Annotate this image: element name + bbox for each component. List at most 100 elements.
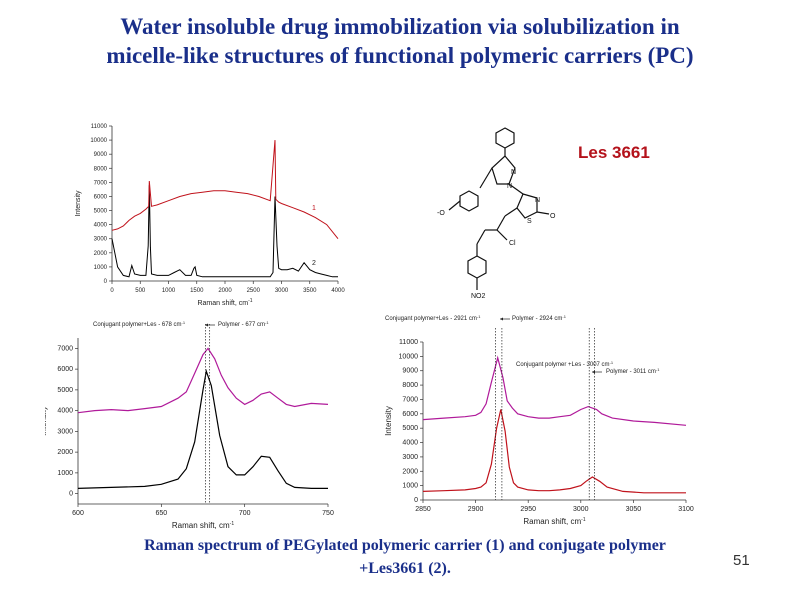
annotation-arrowhead [500, 317, 503, 321]
x-tick-label: 3000 [573, 506, 589, 513]
chart-annotation: Polymer - 677 cm-1 [218, 320, 269, 328]
series-line-1 [111, 185, 338, 278]
y-tick-label: 5000 [57, 387, 73, 394]
x-axis-label: Raman shift, cm-1 [197, 298, 252, 307]
y-tick-label: 11000 [399, 339, 418, 346]
x-tick-label: 650 [155, 510, 167, 517]
y-tick-label: 7000 [94, 180, 108, 186]
y-tick-label: 3000 [57, 428, 73, 435]
x-tick-label: 2500 [247, 288, 261, 294]
y-tick-label: 2000 [94, 251, 108, 257]
x-tick-label: 2900 [468, 506, 484, 513]
y-tick-label: 6000 [94, 194, 108, 200]
x-axis-label: Raman shift, cm-1 [172, 521, 234, 530]
y-tick-label: 0 [104, 279, 108, 285]
y-axis-label: Intensity [45, 406, 48, 436]
x-tick-label: 3000 [275, 288, 289, 294]
series-line-conjugant-polymer-les [422, 355, 687, 426]
y-tick-label: 4000 [402, 440, 418, 447]
atom-o-minus: -O [437, 210, 445, 217]
y-tick-label: 0 [69, 491, 73, 498]
y-tick-label: 5000 [402, 425, 418, 432]
annotation-superscript: -1 [477, 314, 481, 319]
chart-annotation: Conjugant polymer+Les - 678 cm-1 [93, 320, 186, 328]
slide-title-line-2: micelle-like structures of functional po… [106, 43, 694, 68]
y-tick-label: 10000 [399, 353, 419, 360]
x-tick-label: 3500 [303, 288, 317, 294]
x-axis-label-superscript: -1 [248, 298, 253, 304]
x-tick-label: 2000 [218, 288, 232, 294]
annotation-arrowhead [205, 323, 208, 327]
annotation-superscript: -1 [656, 367, 660, 372]
chemical-structure: N N N S O -O Cl NO2 [437, 127, 556, 300]
y-tick-label: 3000 [402, 454, 418, 461]
x-axis-label: Raman shift, cm-1 [523, 517, 585, 526]
y-tick-label: 1000 [57, 470, 73, 477]
caption-line-2: +Les3661 (2). [359, 560, 451, 577]
chart-annotation: Polymer - 3011 cm-1 [606, 367, 660, 375]
x-tick-label: 0 [110, 288, 114, 294]
y-tick-label: 2000 [57, 449, 73, 456]
chart-annotation: 1 [312, 205, 316, 212]
y-tick-label: 2000 [402, 468, 418, 475]
annotation-arrowhead [592, 370, 595, 374]
chart-annotation: Conjugant polymer+Les - 2921 cm-1 [385, 314, 481, 322]
caption-line-1: Raman spectrum of PEGylated polymeric ca… [144, 537, 666, 554]
x-tick-label: 1500 [190, 288, 204, 294]
raman-ch-region-chart: 2850 2900 2950 3000 3050 3100 0 1000 2000 3000 400… [384, 314, 694, 526]
y-tick-label: 5000 [94, 209, 108, 215]
x-tick-label: 3050 [626, 506, 642, 513]
atom-o: O [550, 213, 556, 220]
y-tick-label: 6000 [57, 366, 73, 373]
chart-annotation: 2 [312, 260, 316, 267]
x-tick-label: 700 [239, 510, 251, 517]
series-line-2 [111, 140, 339, 240]
y-tick-label: 4000 [57, 408, 73, 415]
y-tick-label: 8000 [94, 166, 108, 172]
x-axis-label-superscript: -1 [230, 521, 235, 527]
y-axis-label: Intensity [384, 406, 393, 436]
x-tick-label: 500 [135, 288, 146, 294]
y-tick-label: 6000 [402, 411, 418, 418]
atom-no2: NO2 [471, 293, 486, 300]
raman-full-spectrum-chart: 0 500 1000 1500 2000 2500 3000 3500 4000 0 1000 200… [75, 124, 345, 307]
series-line-conjugant-polymer-les [77, 347, 329, 414]
annotation-superscript: -1 [182, 320, 186, 325]
x-tick-label: 2850 [415, 506, 431, 513]
y-tick-label: 9000 [402, 368, 418, 375]
y-tick-label: 9000 [94, 152, 108, 158]
atom-cl: Cl [509, 240, 516, 247]
series-line-polymer [422, 409, 686, 494]
x-tick-label: 2950 [520, 506, 536, 513]
compound-name: Les 3661 [578, 143, 650, 162]
atom-n1: N [511, 169, 516, 176]
chart-annotation: Conjugant polymer +Les - 3007 cm-1 [516, 360, 614, 368]
y-tick-label: 8000 [402, 382, 418, 389]
y-tick-label: 10000 [90, 138, 107, 144]
annotation-superscript: -1 [610, 360, 614, 365]
y-tick-label: 1000 [402, 483, 418, 490]
y-tick-label: 7000 [402, 396, 418, 403]
chart-annotation: Polymer - 2924 cm-1 [512, 314, 567, 322]
atom-s: S [527, 218, 532, 225]
y-tick-label: 4000 [94, 223, 108, 229]
annotation-superscript: -1 [265, 320, 269, 325]
y-axis-label: Intensity [75, 190, 82, 217]
annotation-superscript: -1 [562, 314, 566, 319]
page-number: 51 [733, 552, 750, 569]
atom-n2: N [507, 183, 512, 190]
y-tick-label: 1000 [94, 265, 108, 271]
x-axis-label-superscript: -1 [581, 517, 586, 523]
x-tick-label: 3100 [678, 506, 694, 513]
figure-caption: Raman spectrum of PEGylated polymeric ca… [60, 534, 750, 580]
x-tick-label: 4000 [331, 288, 345, 294]
x-tick-label: 1000 [162, 288, 176, 294]
slide-title: Water insoluble drug immobilization via … [20, 12, 780, 70]
y-tick-label: 11000 [91, 124, 108, 130]
y-tick-label: 7000 [57, 345, 73, 352]
raman-low-region-chart: 600 650 700 750 0 1000 2000 3000 4000 5000 6000 700… [45, 320, 334, 530]
y-tick-label: 3000 [94, 237, 108, 243]
atom-n3: N [535, 197, 540, 204]
y-tick-label: 0 [414, 497, 418, 504]
x-tick-label: 600 [72, 510, 84, 517]
